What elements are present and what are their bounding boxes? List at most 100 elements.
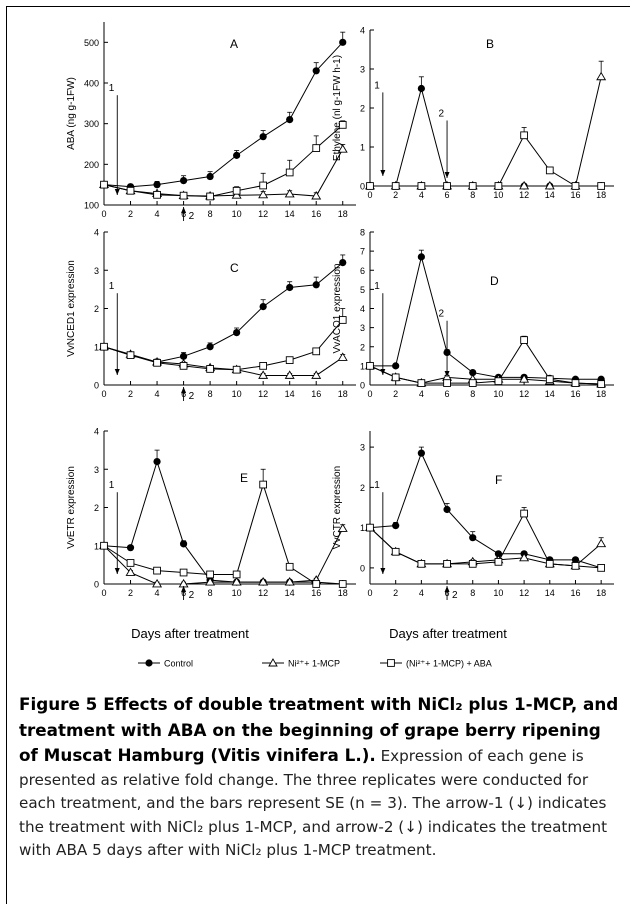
data-point — [338, 580, 347, 588]
x-tick-label: 14 — [545, 389, 555, 399]
panel-letter: E — [240, 471, 248, 485]
data-point — [469, 368, 477, 377]
data-point — [179, 362, 188, 370]
data-point — [206, 343, 214, 351]
x-tick-label: 4 — [155, 389, 160, 399]
x-tick-label: 2 — [128, 588, 133, 598]
x-tick-label: 8 — [470, 588, 475, 598]
x-tick-label: 0 — [367, 588, 372, 598]
data-point — [285, 168, 294, 177]
series-open-square — [366, 507, 606, 572]
arrow-label: 2 — [189, 391, 195, 402]
panel-letter: C — [230, 261, 239, 275]
x-tick-label: 0 — [101, 389, 106, 399]
data-point — [519, 552, 530, 562]
series-line — [370, 134, 602, 187]
data-point — [206, 192, 214, 201]
series-line — [103, 124, 344, 197]
x-tick-label: 12 — [519, 389, 529, 399]
data-point — [391, 547, 400, 556]
x-tick-label: 16 — [570, 588, 580, 598]
series-open-square — [100, 120, 347, 201]
series-open-triangle — [99, 144, 348, 200]
data-point — [232, 186, 241, 195]
y-tick-label: 2 — [360, 342, 365, 352]
x-tick-label: 8 — [470, 389, 475, 399]
x-tick-label: 16 — [311, 588, 321, 598]
data-point — [443, 560, 451, 568]
y-tick-label: 2 — [360, 483, 365, 493]
data-point — [337, 352, 348, 361]
arrow-head — [444, 371, 450, 377]
y-axis-label: VvCTR expression — [332, 466, 343, 549]
data-point — [153, 458, 161, 466]
panel-letter: F — [495, 473, 502, 487]
legend-item: Control — [138, 659, 193, 669]
y-tick-label: 2 — [94, 503, 99, 513]
data-point — [519, 374, 530, 383]
series-line — [103, 149, 344, 197]
data-point — [520, 336, 528, 344]
y-tick-label: 100 — [84, 201, 99, 211]
y-axis-label: Ethylene (nl g-1FW h-1) — [332, 55, 343, 161]
data-point — [417, 449, 425, 457]
legend-item: (Ni²⁺+ 1-MCP) + ABA — [380, 659, 492, 669]
x-axis-label-right: Days after treatment — [389, 626, 507, 641]
x-tick-label: 8 — [470, 190, 475, 200]
series-open-square — [366, 127, 606, 190]
data-point — [206, 172, 214, 181]
arrow-label: 1 — [109, 83, 115, 94]
arrow-label: 1 — [374, 480, 380, 491]
x-tick-label: 12 — [519, 190, 529, 200]
data-point — [179, 191, 188, 200]
data-point — [179, 568, 188, 577]
series-line — [370, 86, 602, 187]
series-filled-circle — [100, 449, 347, 588]
y-axis-label: VvACO1 expression — [332, 263, 343, 353]
x-tick-label: 2 — [393, 588, 398, 598]
legend-marker — [387, 659, 395, 667]
series-line — [103, 528, 344, 585]
data-point — [596, 538, 607, 548]
x-tick-label: 12 — [519, 588, 529, 598]
x-tick-label: 14 — [545, 588, 555, 598]
data-point — [469, 534, 477, 542]
data-point — [392, 522, 400, 530]
data-point — [468, 379, 477, 387]
x-tick-label: 6 — [445, 389, 450, 399]
data-point — [286, 283, 294, 292]
x-tick-label: 18 — [596, 588, 606, 598]
data-point — [494, 558, 503, 566]
y-tick-label: 1 — [360, 361, 365, 371]
figure-frame — [6, 6, 630, 904]
y-tick-label: 4 — [360, 26, 365, 36]
data-point — [259, 480, 268, 489]
y-tick-label: 400 — [84, 79, 99, 89]
data-point — [339, 38, 347, 46]
y-tick-label: 0 — [360, 381, 365, 391]
data-point — [232, 570, 241, 579]
arrow-label: 2 — [438, 108, 444, 119]
arrow-label: 2 — [452, 590, 458, 601]
x-tick-label: 18 — [596, 190, 606, 200]
y-tick-label: 8 — [360, 228, 365, 238]
x-tick-label: 12 — [258, 209, 268, 219]
data-point — [179, 177, 188, 185]
data-point — [100, 342, 108, 351]
series-filled-circle — [366, 446, 605, 572]
y-tick-label: 0 — [94, 381, 99, 391]
legend: Control Ni²⁺+ 1-MCP (Ni²⁺+ 1-MCP) + ABA — [138, 658, 492, 669]
data-point — [179, 540, 188, 548]
data-point — [339, 259, 347, 267]
series-open-triangle — [99, 341, 348, 379]
data-point — [312, 281, 320, 289]
y-tick-label: 0 — [360, 182, 365, 192]
series-open-square — [366, 335, 606, 388]
x-tick-label: 2 — [128, 209, 133, 219]
series-line — [103, 41, 344, 188]
arrow-label: 2 — [189, 211, 195, 222]
x-tick-label: 0 — [101, 588, 106, 598]
x-tick-label: 18 — [338, 209, 348, 219]
y-tick-label: 4 — [94, 427, 99, 437]
data-point — [520, 131, 528, 140]
